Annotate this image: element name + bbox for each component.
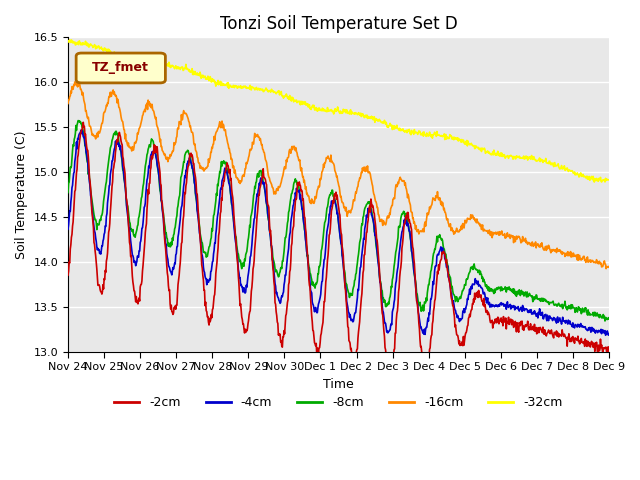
Title: Tonzi Soil Temperature Set D: Tonzi Soil Temperature Set D [220,15,458,33]
Text: TZ_fmet: TZ_fmet [92,61,149,74]
Y-axis label: Soil Temperature (C): Soil Temperature (C) [15,130,28,259]
FancyBboxPatch shape [76,53,165,83]
X-axis label: Time: Time [323,377,354,391]
Legend: -2cm, -4cm, -8cm, -16cm, -32cm: -2cm, -4cm, -8cm, -16cm, -32cm [109,391,568,414]
